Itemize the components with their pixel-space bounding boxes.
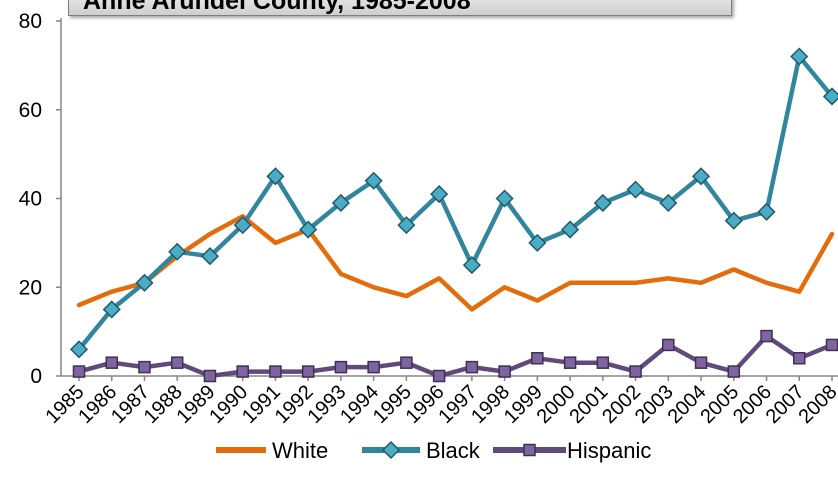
series-markers [69,47,838,383]
x-tick-label: 2008 [795,381,838,428]
data-point-hispanic [432,369,446,383]
data-point-black [659,193,678,212]
data-point-hispanic [662,338,675,352]
legend-label-hispanic: Hispanic [567,438,651,463]
data-point-hispanic [138,360,151,374]
y-tick-label: 20 [19,276,42,299]
data-point-black [266,167,285,186]
data-point-hispanic [301,365,315,378]
data-point-black [561,220,580,239]
series-line-white [76,214,835,312]
y-tick-label: 60 [19,99,42,122]
data-point-hispanic [269,365,282,378]
data-point-black [331,193,350,212]
data-point-black [168,242,187,261]
data-point-black [299,220,318,239]
data-point-hispanic [563,356,577,369]
x-axis-ticks: 1985198619871988198919901991199219931994… [42,376,838,428]
data-point-hispanic [105,356,118,369]
data-point-hispanic [727,365,741,378]
data-point-black [822,87,838,106]
data-point-hispanic [629,365,642,378]
data-point-black [790,47,809,66]
data-point-black [528,233,547,252]
data-point-hispanic [498,365,511,378]
data-point-hispanic [596,356,610,369]
series-line-hispanic [76,333,835,379]
data-point-black [724,211,743,230]
data-point-black [626,180,645,199]
data-point-hispanic [170,356,184,369]
data-point-hispanic [236,365,249,378]
data-point-hispanic [72,365,86,378]
data-point-hispanic [825,338,838,352]
data-point-black [462,256,481,275]
y-tick-label: 40 [19,188,42,211]
axes [60,18,838,377]
data-point-hispanic [793,352,806,365]
data-point-black [233,216,252,235]
legend-marker-hispanic [523,443,536,457]
data-point-hispanic [694,356,708,369]
data-point-hispanic [760,329,773,343]
data-point-hispanic [531,352,544,365]
legend-label-black: Black [426,438,481,463]
data-point-black [691,167,711,186]
data-point-black [69,340,89,359]
data-point-hispanic [203,369,217,383]
data-point-hispanic [334,360,348,374]
data-point-black [397,216,416,235]
chart-title: Anne Arundel County, 1985-2008 [83,0,471,15]
legend-label-white: White [272,438,328,463]
series-line-black [76,54,835,352]
data-point-black [102,300,121,319]
data-point-hispanic [367,360,380,374]
legend-marker-black [381,440,401,460]
y-tick-label: 80 [19,10,42,33]
data-point-black [593,193,612,212]
y-axis-ticks: 0 20 40 60 80 [19,10,61,388]
chart-title-box: Anne Arundel County, 1985-2008 [68,0,732,16]
data-point-hispanic [400,356,413,369]
data-point-black [200,247,220,266]
data-point-black [495,189,514,208]
data-point-black [135,273,154,292]
legend: White Black Hispanic [216,438,651,463]
data-point-black [430,185,449,204]
data-point-black [364,171,383,190]
data-point-black [757,202,776,221]
series-lines [76,54,835,379]
y-tick-label: 0 [30,365,42,388]
data-point-hispanic [465,360,479,374]
